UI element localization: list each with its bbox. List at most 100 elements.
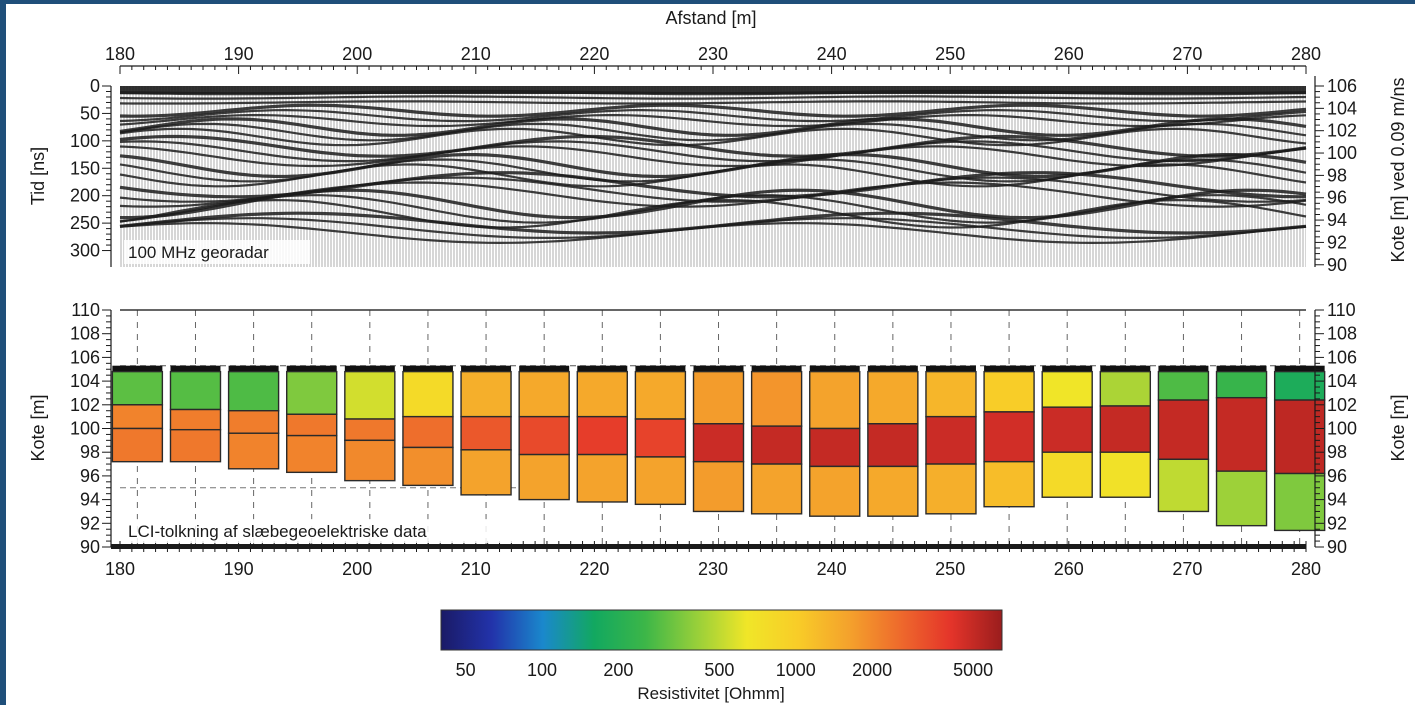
lci-right-tick-label: 92 [1327, 513, 1347, 533]
radar-reflector [119, 117, 1307, 137]
radar-top-tick-label: 280 [1291, 44, 1321, 64]
lci-layer [402, 370, 454, 418]
lci-bottom-tick-label: 250 [935, 559, 965, 579]
lci-layer [692, 370, 745, 425]
lci-right-tick-label: 104 [1327, 371, 1357, 391]
radar-left-tick-label: 100 [70, 131, 100, 151]
lci-cap [228, 365, 279, 372]
lci-annotation-bg [124, 519, 516, 543]
lci-column [402, 365, 454, 487]
radar-reflector [119, 95, 1307, 100]
lci-layer [227, 410, 280, 434]
colorbar-tick-label: 100 [527, 660, 557, 680]
lci-layer [925, 370, 977, 418]
lci-layer [925, 415, 977, 465]
lci-layer [518, 415, 570, 456]
lci-layer [1157, 458, 1210, 513]
lci-column [227, 365, 280, 470]
lci-layer [576, 370, 628, 418]
lci-layer [634, 370, 687, 420]
lci-left-tick-label: 110 [71, 300, 100, 320]
lci-column [169, 365, 222, 463]
radar-reflector [119, 140, 1307, 163]
lci-column [809, 365, 861, 517]
radar-right-tick-label: 96 [1327, 188, 1347, 208]
lci-layer [518, 453, 570, 501]
lci-layer [809, 370, 861, 430]
lci-left-tick-label: 96 [80, 466, 100, 486]
lci-bottom-tick-label: 190 [224, 559, 254, 579]
lci-bottom-tick-label: 180 [105, 559, 135, 579]
lci-column [634, 365, 687, 506]
colorbar-axis: 50 100 200 500 1000 2000 5000 [456, 660, 994, 680]
lci-layer [344, 418, 396, 442]
lci-cap [170, 365, 221, 372]
radar-top-tick-label: 230 [698, 44, 728, 64]
lci-layer [692, 423, 745, 463]
radar-reflectors [119, 86, 1307, 245]
radar-top-tick-label: 270 [1172, 44, 1202, 64]
lci-column [576, 365, 628, 503]
lci-column [111, 365, 164, 463]
radar-top-axis: 180 190 200 210 220 230 240 250 260 270 280 [105, 44, 1321, 74]
lci-cap [809, 365, 860, 372]
lci-left-tick-label: 100 [70, 419, 100, 439]
frame-left [0, 0, 6, 705]
lci-layer [750, 463, 803, 515]
radar-reflector [119, 108, 1307, 123]
radar-top-tick-label: 210 [461, 44, 491, 64]
lci-cap [867, 365, 918, 372]
lci-layer [809, 427, 861, 468]
lci-cap [519, 365, 570, 372]
lci-cap [984, 365, 1035, 372]
lci-annotation: LCI-tolkning af slæbegeoelektriske data [128, 522, 427, 541]
lci-column [1099, 365, 1152, 498]
radar-reflector [119, 198, 1307, 229]
lci-layer [809, 465, 861, 517]
lci-cap [925, 365, 976, 372]
lci-layer [111, 404, 164, 430]
lci-left-tick-label: 104 [70, 371, 100, 391]
colorbar-tick-label: 200 [603, 660, 633, 680]
radar-reflector [119, 100, 1307, 105]
lci-bottom-tick-label: 260 [1054, 559, 1084, 579]
lci-layer [460, 370, 512, 418]
lci-column [1041, 365, 1093, 498]
lci-layer [1273, 472, 1326, 532]
lci-cap [635, 365, 686, 372]
lci-layer [227, 432, 280, 470]
radar-reflector [119, 145, 1307, 168]
lci-bottom-tick-label: 230 [698, 559, 728, 579]
lci-panel: 90 92 94 96 98 100 102 104 106 108 110 90 92 94 96 98 1… [28, 300, 1408, 579]
lci-column [692, 365, 745, 513]
colorbar: 50 100 200 500 1000 2000 5000 Resistivitet [Oh… [440, 609, 1003, 703]
lci-layer [402, 415, 454, 449]
lci-layer [460, 415, 512, 451]
colorbar-label: Resistivitet [Ohmm] [637, 684, 784, 703]
lci-cap [693, 365, 744, 372]
lci-bottom-axis-bar [111, 544, 1306, 549]
lci-layer [227, 370, 280, 412]
radar-top-tick-label: 260 [1054, 44, 1084, 64]
lci-column [1157, 365, 1210, 513]
lci-layer [286, 370, 338, 415]
lci-right-tick-label: 102 [1327, 395, 1357, 415]
colorbar-bar [440, 609, 1003, 651]
lci-bottom-tick-label: 270 [1172, 559, 1202, 579]
lci-layer [634, 456, 687, 506]
radar-reflector [119, 127, 1307, 147]
lci-left-axis: 90 92 94 96 98 100 102 104 106 108 110 [70, 300, 111, 557]
radar-top-tick-label: 200 [342, 44, 372, 64]
radar-right-tick-label: 102 [1327, 121, 1357, 141]
radar-left-tick-label: 250 [70, 213, 100, 233]
lci-layer [867, 370, 919, 425]
radar-reflector [119, 221, 1307, 245]
lci-cap [344, 365, 395, 372]
radar-right-tick-label: 90 [1327, 255, 1347, 275]
lci-layer [1099, 405, 1152, 453]
frame-top [0, 0, 1415, 4]
lci-right-axis-label: Kote [m] [1388, 394, 1408, 461]
lci-cap [1274, 365, 1325, 372]
